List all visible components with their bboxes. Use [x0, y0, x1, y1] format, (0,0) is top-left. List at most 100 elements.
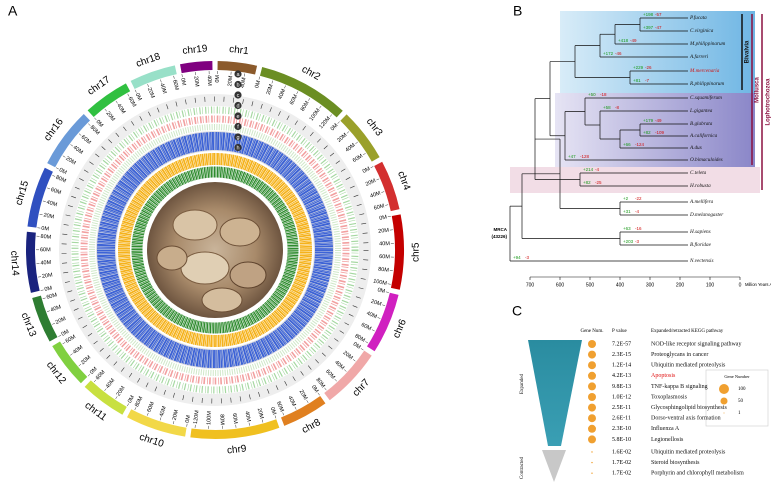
loss: -25 [595, 180, 602, 185]
loss: -128 [580, 154, 590, 159]
tick-mark [58, 334, 62, 337]
tick-mark [362, 153, 366, 156]
chromosome-label: chr15 [14, 179, 32, 207]
tick-label: 60M [50, 187, 63, 196]
gain: +198 [643, 12, 654, 17]
chromosome [281, 396, 326, 426]
gene-bubble [591, 451, 593, 453]
p-value: 4.2E-13 [612, 373, 631, 379]
tick-mark [294, 406, 297, 410]
tick-label: 20M [298, 389, 309, 402]
species-label: C.teleta [690, 170, 707, 176]
chromosome [27, 167, 53, 228]
tick-label: 60M [352, 153, 365, 164]
chromosome-label: chr19 [182, 43, 208, 56]
track-badge [234, 133, 242, 141]
species-label: A.californica [689, 132, 718, 139]
tick-mark [70, 353, 73, 356]
tick-mark [385, 204, 389, 206]
tick-label: 60M [40, 247, 51, 253]
p-value: 7.2E-57 [612, 341, 631, 347]
tick-mark [387, 215, 391, 218]
tick-label: 0M [134, 92, 143, 102]
tick-mark [93, 379, 97, 383]
chromosome-label: chr13 [19, 311, 39, 339]
chromosome [390, 214, 404, 290]
tick-mark [387, 283, 391, 285]
heat-ring [80, 115, 350, 385]
tick-label: 0M [352, 341, 362, 350]
tick-mark [42, 297, 46, 299]
pathway: Ubiquitin mediated proteolysis [651, 449, 726, 455]
chromosome-label: chr9 [226, 443, 247, 456]
axis-tick-label: 400 [616, 282, 625, 288]
tick-label: 0M [61, 329, 71, 338]
gene-bubble [588, 340, 596, 348]
tick-label: 20M [42, 272, 54, 280]
tick-mark [352, 359, 356, 362]
axis-tick-label: 500 [586, 282, 595, 288]
loss: -46 [615, 51, 622, 56]
species-label: D.melanogaster [689, 212, 724, 218]
tick-mark [317, 392, 320, 396]
tick-mark [52, 175, 56, 177]
chromosome-label: chr11 [82, 400, 108, 424]
loss: -26 [645, 65, 652, 70]
tick-label: 20M [116, 385, 127, 398]
tick-label: 60M [127, 96, 138, 109]
track-letter: g [236, 135, 239, 141]
tick-label: 100M [309, 107, 322, 122]
axis-tick-label: 700 [526, 282, 535, 288]
chromosome-label: chr3 [364, 116, 385, 138]
tick-label: 0M [89, 366, 99, 376]
tick-mark [344, 369, 347, 372]
tick-label: 60M [171, 79, 179, 91]
gastropoda-box [555, 93, 755, 168]
loss: -4 [595, 167, 599, 172]
gain: +47 [568, 154, 576, 159]
species-label: B.glabrata [690, 121, 713, 127]
track-letter: c [237, 93, 240, 99]
species-label: C.virginica [690, 28, 714, 34]
tick-mark [62, 342, 66, 345]
green-track [131, 166, 299, 334]
chromosome-label: chr1 [229, 44, 250, 57]
blue-track [97, 132, 333, 368]
chromosome-label: chr4 [395, 170, 412, 192]
gain: +2 [623, 196, 629, 201]
tick-label: 0M [377, 287, 386, 295]
tick-label: 120M [193, 410, 201, 425]
loss: -49 [630, 38, 637, 43]
tick-mark [146, 412, 149, 416]
loss: -3 [525, 255, 529, 260]
species-label: N.vectensis [689, 258, 713, 264]
column-header: P value [612, 329, 627, 334]
chromosome-label: chr5 [411, 242, 422, 262]
gain: +82 [643, 130, 651, 135]
species-label: H.sapiens [689, 229, 711, 235]
tick-label: 60M [373, 203, 385, 212]
chromosome [52, 341, 88, 384]
tick-mark [306, 400, 309, 403]
track-badge [234, 101, 242, 110]
track-badge [234, 80, 242, 89]
tick-mark [78, 133, 82, 136]
tick-label: 40M [277, 88, 287, 101]
tick-label: 80M [378, 267, 390, 274]
tick-label: 80M [314, 377, 326, 389]
chromosome [32, 295, 58, 342]
gene-bubble [588, 382, 596, 391]
tick-mark [173, 75, 175, 79]
legend-box [705, 369, 769, 427]
group-label: Lophotrochozoa [766, 78, 771, 126]
tick-label: 20M [370, 299, 382, 308]
tick-mark [329, 114, 333, 117]
tick-marks [61, 96, 369, 404]
axis-tick-label: 100 [706, 282, 715, 288]
loss: -49 [655, 118, 662, 123]
legend-bubble [720, 397, 728, 405]
gene-bubble [591, 472, 593, 474]
gain: +418 [618, 38, 629, 43]
tick-mark [376, 178, 380, 181]
tick-mark [181, 74, 183, 78]
